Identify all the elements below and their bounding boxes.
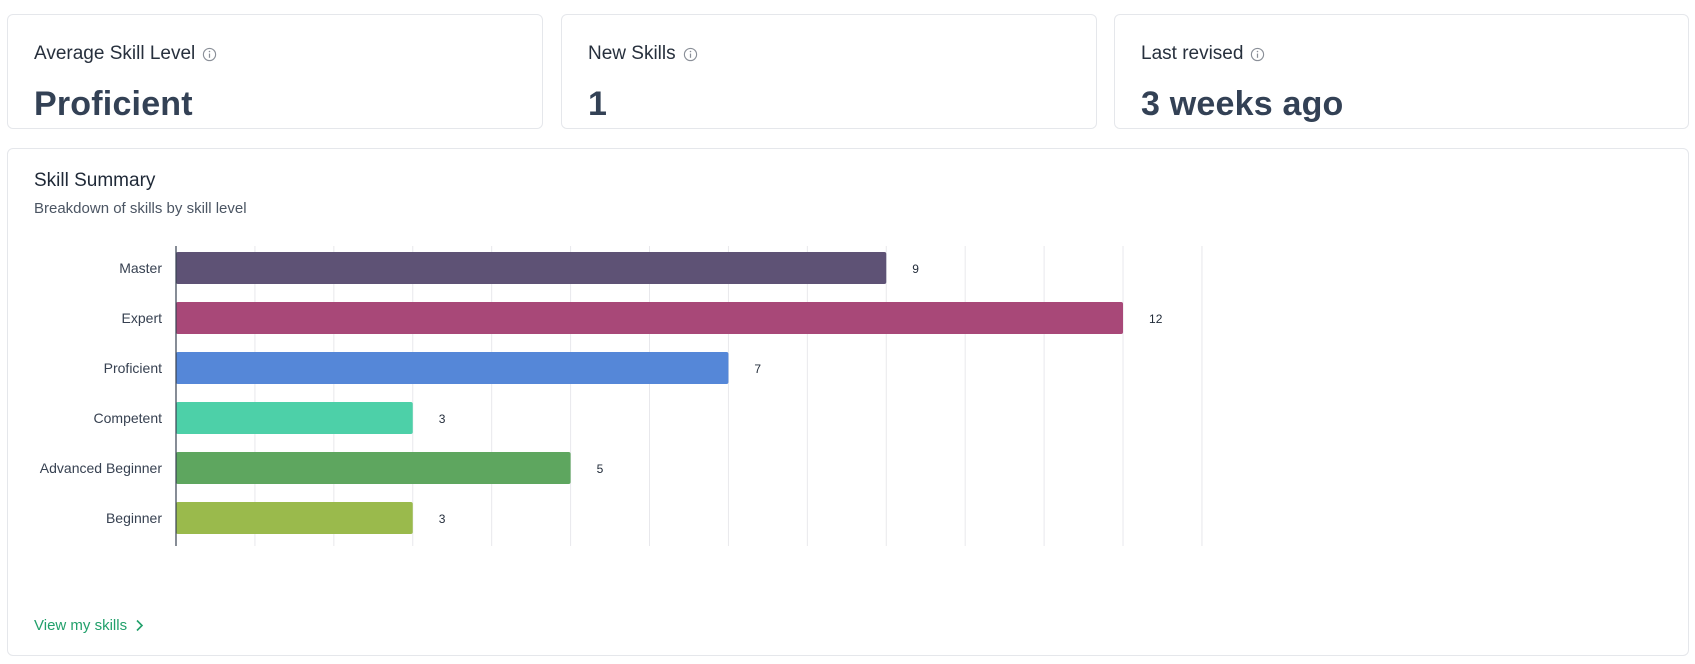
- section-subtitle: Breakdown of skills by skill level: [34, 200, 247, 217]
- stat-value: 1: [588, 85, 608, 123]
- category-label: Beginner: [106, 510, 162, 526]
- value-label: 9: [912, 262, 919, 276]
- value-label: 7: [754, 362, 761, 376]
- value-label: 12: [1149, 312, 1163, 326]
- value-label: 3: [439, 512, 446, 526]
- category-label: Competent: [94, 410, 163, 426]
- stat-card-last-revised: Last revised 3 weeks ago: [1114, 14, 1689, 129]
- stat-label: New Skills: [588, 43, 676, 64]
- stat-label: Average Skill Level: [34, 43, 196, 64]
- stat-label-wrap: New Skills: [588, 43, 698, 65]
- category-label: Expert: [122, 310, 163, 326]
- stat-card-average-skill: Average Skill Level Proficient: [7, 14, 543, 129]
- bar-competent: [176, 402, 413, 434]
- view-my-skills-label: View my skills: [34, 617, 128, 634]
- bar-expert: [176, 302, 1124, 334]
- bar-master: [176, 252, 887, 284]
- value-label: 5: [597, 462, 604, 476]
- info-icon[interactable]: [1250, 47, 1265, 62]
- value-label: 3: [439, 412, 446, 426]
- category-label: Master: [119, 260, 162, 276]
- stat-label: Last revised: [1141, 43, 1244, 64]
- info-icon[interactable]: [202, 47, 217, 62]
- view-my-skills-link[interactable]: View my skills: [34, 617, 144, 634]
- bar-proficient: [176, 352, 729, 384]
- stat-label-wrap: Average Skill Level: [34, 43, 217, 65]
- bar-advanced-beginner: [176, 452, 571, 484]
- chevron-right-icon: [136, 619, 144, 632]
- info-icon[interactable]: [683, 47, 698, 62]
- category-label: Advanced Beginner: [40, 460, 163, 476]
- bar-beginner: [176, 502, 413, 534]
- skill-summary-card: Skill Summary Breakdown of skills by ski…: [7, 148, 1689, 656]
- stat-value: Proficient: [34, 85, 193, 123]
- category-label: Proficient: [104, 360, 162, 376]
- stat-label-wrap: Last revised: [1141, 43, 1265, 65]
- skill-bar-chart: Master 9 Expert 12 Proficient 7 Competent 3 Adva…: [40, 246, 1203, 546]
- stat-value: 3 weeks ago: [1141, 85, 1344, 123]
- section-title: Skill Summary: [34, 170, 156, 191]
- stat-card-new-skills: New Skills 1: [561, 14, 1097, 129]
